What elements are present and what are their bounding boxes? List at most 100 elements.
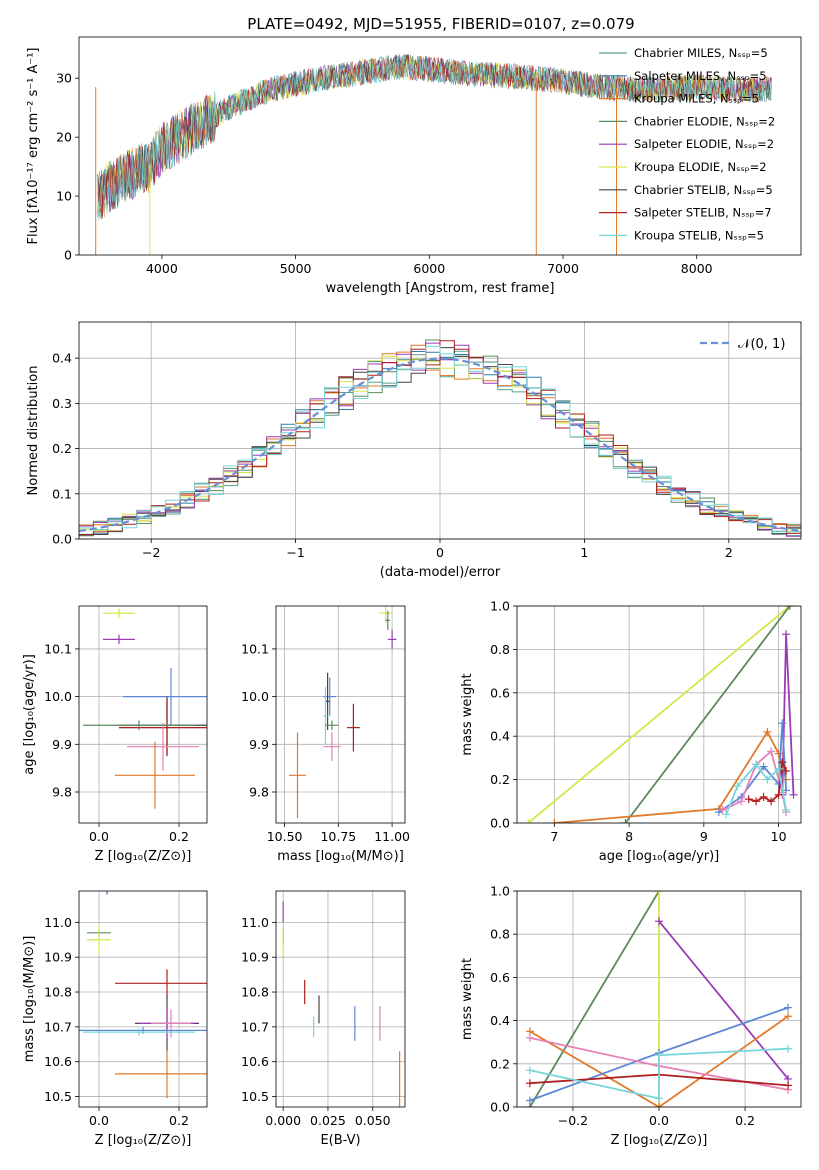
x-tick-label: 0.025 — [310, 1113, 346, 1128]
spectrum-line — [97, 54, 772, 218]
weight-line — [658, 920, 789, 1080]
legend-label: Chabrier STELIB, Nₛₛₚ=5 — [634, 183, 773, 197]
spectrum-line — [97, 55, 772, 221]
y-tick-label: 1.0 — [490, 884, 510, 899]
x-axis-label: E(B-V) — [320, 1133, 360, 1148]
y-tick-label: 0.4 — [52, 351, 72, 366]
x-tick-label: 0.2 — [735, 1113, 755, 1128]
weight-line — [624, 606, 791, 823]
legend-label: Chabrier MILES, Nₛₛₚ=5 — [634, 46, 768, 60]
y-tick-label: 0.0 — [490, 1100, 510, 1115]
plot-area — [83, 608, 207, 809]
histogram-step — [79, 345, 801, 533]
legend-label: Kroupa STELIB, Nₛₛₚ=5 — [634, 228, 764, 242]
plot-area — [79, 891, 207, 1099]
axes-frame — [516, 890, 802, 1108]
y-tick-label: 10.9 — [241, 950, 269, 965]
y-axis-label: mass weight — [460, 673, 475, 755]
y-tick-label: 9.8 — [249, 785, 269, 800]
weight-line — [527, 606, 791, 823]
figure-title: PLATE=0492, MJD=51955, FIBERID=0107, z=0… — [247, 15, 634, 33]
y-tick-label: 10.5 — [44, 1089, 72, 1104]
x-tick-label: 2 — [725, 545, 733, 560]
x-tick-label: 7000 — [547, 261, 579, 276]
y-tick-label: 30 — [56, 71, 72, 86]
weight-line — [529, 891, 660, 1107]
y-tick-label: 10.0 — [44, 689, 72, 704]
y-tick-label: 0.4 — [490, 729, 510, 744]
x-tick-label: 0.0 — [89, 1113, 109, 1128]
x-tick-label: 0.0 — [89, 829, 109, 844]
y-tick-label: 20 — [56, 130, 72, 145]
weight-line — [529, 1015, 789, 1107]
y-tick-label: 10.8 — [44, 985, 72, 1000]
y-tick-label: 0.6 — [490, 970, 510, 985]
x-axis-label: mass [log₁₀(M/M⊙)] — [277, 849, 404, 864]
legend-label: Chabrier ELODIE, Nₛₛₚ=2 — [634, 114, 775, 128]
x-tick-label: −0.2 — [558, 1113, 588, 1128]
y-tick-label: 10.6 — [241, 1054, 269, 1069]
x-tick-label: 0 — [436, 545, 444, 560]
y-tick-label: 0.0 — [52, 532, 72, 547]
weight-line — [529, 1047, 789, 1100]
axes-frame — [275, 605, 406, 824]
axes-frame — [78, 605, 208, 824]
panel-spectrum: 4000 5000 6000 7000 8000 0 10 20 30 wavelength [A… — [26, 36, 802, 296]
plot-area — [525, 891, 793, 1107]
y-tick-label: 0.4 — [490, 1013, 510, 1028]
x-tick-label: 11.00 — [374, 829, 410, 844]
x-tick-label: 6000 — [413, 261, 445, 276]
y-tick-label: 1.0 — [490, 599, 510, 614]
panel-mass_vs_Z: 0.0 0.2 10.5 10.6 10.7 10.8 10.9 11.0 Z [log₁₀(Z… — [22, 890, 208, 1148]
x-tick-label: 10.75 — [320, 829, 356, 844]
legend-label: Salpeter STELIB, Nₛₛₚ=7 — [634, 206, 772, 220]
legend-label: Salpeter MILES, Nₛₛₚ=5 — [634, 69, 767, 83]
x-tick-label: 8 — [625, 829, 633, 844]
y-tick-label: 0.3 — [52, 396, 72, 411]
y-tick-label: 0.0 — [490, 816, 510, 831]
y-axis-label: age [log₁₀(age/yr)] — [22, 654, 37, 775]
y-axis-label: Flux [fλ10⁻¹⁷ erg cm⁻² s⁻¹ A⁻¹] — [26, 48, 41, 245]
y-tick-label: 10.8 — [241, 985, 269, 1000]
y-tick-label: 0.6 — [490, 685, 510, 700]
x-tick-label: 0.2 — [169, 1113, 189, 1128]
x-axis-label: Z [log₁₀(Z/Z⊙)] — [95, 1133, 192, 1148]
x-tick-label: 0.2 — [169, 829, 189, 844]
y-tick-label: 10 — [56, 189, 72, 204]
axes-frame — [516, 605, 802, 824]
plot-area — [95, 54, 772, 255]
y-axis-label: mass weight — [460, 958, 475, 1040]
weight-line — [725, 762, 787, 815]
y-tick-label: 11.0 — [241, 915, 269, 930]
y-tick-label: 0.1 — [52, 486, 72, 501]
x-tick-label: 0.000 — [265, 1113, 301, 1128]
y-tick-label: 10.7 — [44, 1019, 72, 1034]
y-axis-label: Normed distribution — [26, 366, 41, 496]
axes-frame — [78, 36, 802, 256]
x-tick-label: 9 — [700, 829, 708, 844]
y-tick-label: 0.8 — [490, 642, 510, 657]
y-tick-label: 0.8 — [490, 927, 510, 942]
y-tick-label: 0.2 — [490, 772, 510, 787]
axes-frame — [78, 321, 802, 540]
x-tick-label: 0.050 — [355, 1113, 391, 1128]
panel-mass_vs_EBV: 0.000 0.025 0.050 10.5 10.6 10.7 10.8 10.9 11.0 E… — [241, 890, 406, 1148]
y-tick-label: 9.9 — [249, 737, 269, 752]
y-tick-label: 10.9 — [44, 950, 72, 965]
x-tick-label: 10.50 — [267, 829, 303, 844]
y-tick-label: 10.0 — [241, 689, 269, 704]
x-tick-label: 8000 — [681, 261, 713, 276]
y-tick-label: 10.7 — [241, 1019, 269, 1034]
y-tick-label: 9.9 — [52, 737, 72, 752]
plot-area — [524, 606, 798, 823]
plot-area — [288, 606, 397, 819]
x-tick-label: 0.0 — [649, 1113, 669, 1128]
axes-frame — [275, 890, 406, 1108]
y-tick-label: 11.0 — [44, 915, 72, 930]
legend-label: 𝒩(0, 1) — [738, 337, 785, 352]
y-axis-label: mass [log₁₀(M/M⊙)] — [22, 936, 37, 1063]
plot-area — [79, 339, 801, 537]
legend-label: Kroupa MILES, Nₛₛₚ=5 — [634, 92, 759, 106]
